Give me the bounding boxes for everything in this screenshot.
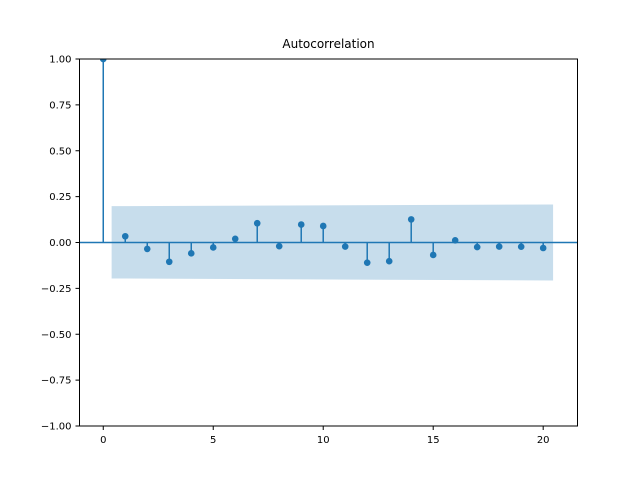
x-tick-label: 0 <box>100 435 106 446</box>
axes-layer: 1.00 0.75 0.50 0.25 0.00 −0.25 −0.50 −0.75 −1.00… <box>41 55 578 446</box>
x-tick-label: 10 <box>317 435 330 446</box>
acf-marker-lag-8 <box>275 242 283 250</box>
acf-marker-lag-15 <box>429 251 437 259</box>
y-tick-label: −0.50 <box>41 330 72 341</box>
y-tick-label: −0.25 <box>41 284 72 295</box>
y-tick-label: −0.75 <box>41 376 72 387</box>
acf-marker-lag-12 <box>363 259 371 266</box>
y-tick-label: 0.00 <box>49 238 71 249</box>
acf-marker-lag-19 <box>517 243 525 251</box>
x-tick-label: 20 <box>537 435 550 446</box>
acf-marker-lag-4 <box>187 250 195 257</box>
acf-marker-lag-2 <box>143 245 151 253</box>
y-tick-label: 0.25 <box>49 192 71 203</box>
acf-marker-lag-14 <box>407 216 415 223</box>
acf-marker-lag-5 <box>209 244 217 251</box>
y-tick-label: 0.75 <box>49 100 71 111</box>
acf-marker-lag-3 <box>165 258 173 266</box>
acf-marker-lag-7 <box>253 219 261 227</box>
y-tick-label: 1.00 <box>49 55 71 66</box>
acf-marker-lag-6 <box>231 235 239 243</box>
acf-marker-lag-11 <box>341 243 349 250</box>
stem-series-layer <box>79 59 578 266</box>
acf-marker-lag-16 <box>451 236 459 244</box>
acf-marker-lag-9 <box>297 221 305 228</box>
acf-marker-lag-1 <box>121 232 129 240</box>
y-tick-label: −1.00 <box>41 422 72 433</box>
acf-marker-lag-13 <box>385 257 393 265</box>
acf-marker-lag-20 <box>539 244 547 252</box>
x-tick-label: 15 <box>427 435 440 446</box>
acf-marker-lag-17 <box>473 243 481 251</box>
acf-marker-lag-10 <box>319 222 327 230</box>
acf-marker-lag-0 <box>99 59 107 63</box>
chart-title: Autocorrelation <box>282 37 374 51</box>
x-tick-label: 5 <box>210 435 216 446</box>
y-tick-label: 0.50 <box>49 146 71 157</box>
acf-marker-lag-18 <box>495 243 503 250</box>
